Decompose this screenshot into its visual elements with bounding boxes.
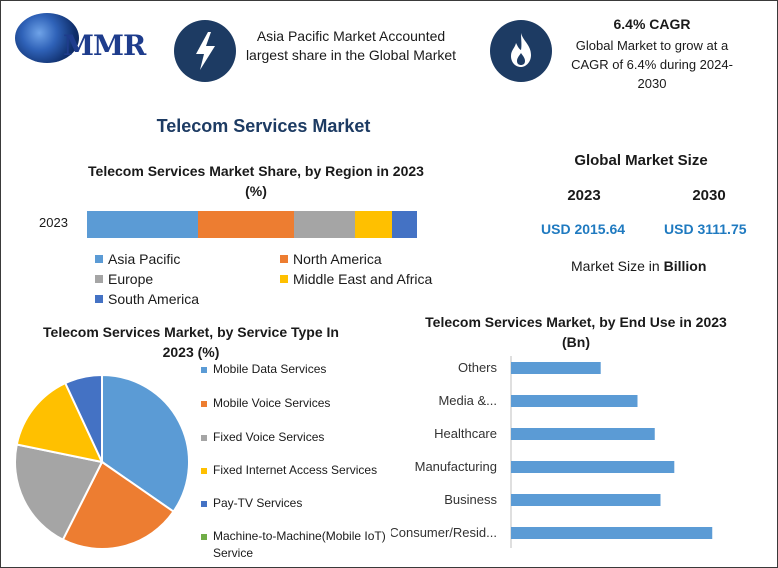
pie-slice-pay-tv-services: [63, 373, 103, 463]
pie-slice-fixed-internet-access-services: [15, 381, 104, 464]
pie-legend-item: Mobile Voice Services: [201, 395, 401, 412]
cagr-title: 6.4% CAGR: [613, 16, 691, 32]
legend-swatch: [201, 401, 207, 407]
enduse-bar: [511, 461, 675, 473]
region-bar-year-label: 2023: [39, 215, 68, 230]
legend-swatch: [201, 367, 207, 373]
header-region-note: Asia Pacific Market Accounted largest sh…: [245, 28, 457, 63]
legend-europe: Europe: [95, 271, 153, 287]
region-bar-segment-middle-east-and-africa: [355, 211, 393, 238]
enduse-bar: [511, 395, 638, 407]
enduse-category-label: Manufacturing: [415, 459, 497, 474]
legend-swatch: [95, 275, 103, 283]
region-bar-segment-north-america: [198, 211, 294, 238]
lightning-icon: [174, 20, 236, 82]
enduse-category-label: Consumer/Resid...: [391, 525, 497, 540]
service-chart-title: Telecom Services Market, by Service Type…: [43, 324, 339, 360]
pie-legend-label: Mobile Voice Services: [213, 396, 331, 410]
service-pie-chart: [14, 373, 190, 550]
globe-logo-icon: [15, 13, 79, 63]
enduse-bar: [511, 362, 601, 374]
pie-legend-item: Fixed Voice Services: [201, 429, 401, 446]
main-title: Telecom Services Market: [156, 116, 371, 136]
pie-slice-mobile-voice-services: [61, 460, 175, 550]
pie-slice-mobile-data-services: [101, 373, 190, 513]
pie-legend-item: Fixed Internet Access Services: [201, 462, 401, 479]
region-bar-segment-south-america: [392, 211, 417, 238]
market-size-year-2023: 2023: [567, 187, 601, 204]
legend-middle-east-africa: Middle East and Africa: [280, 271, 432, 287]
enduse-bar: [511, 494, 661, 506]
market-size-value-2030: USD 3111.75: [664, 221, 747, 237]
enduse-category-label: Others: [458, 360, 498, 375]
pie-legend-label: Fixed Voice Services: [213, 430, 325, 444]
pie-legend-label: Pay-TV Services: [213, 496, 303, 510]
region-stacked-bar: [87, 211, 417, 238]
legend-swatch: [201, 501, 207, 507]
enduse-category-label: Media &...: [438, 393, 497, 408]
legend-swatch: [95, 255, 103, 263]
pie-legend-label: Mobile Data Services: [213, 362, 327, 376]
legend-north-america: North America: [280, 251, 382, 267]
legend-swatch: [201, 534, 207, 540]
legend-swatch: [201, 468, 207, 474]
market-size-unit: Market Size in Billion: [571, 258, 707, 274]
market-size-year-2030: 2030: [692, 187, 726, 204]
brand-logo: MMR: [63, 29, 146, 62]
legend-swatch: [201, 435, 207, 441]
pie-legend-label: Fixed Internet Access Services: [213, 463, 378, 477]
market-size-value-2023: USD 2015.64: [541, 221, 626, 237]
pie-slice-fixed-voice-services: [14, 443, 104, 542]
enduse-bar: [511, 527, 713, 539]
legend-swatch: [95, 295, 103, 303]
region-bar-segment-asia-pacific: [87, 211, 199, 238]
enduse-category-label: Business: [444, 492, 497, 507]
enduse-bar-chart: Others Media &... Healthcare Manufacturing B…: [391, 356, 713, 548]
legend-swatch: [280, 255, 288, 263]
legend-south-america: South America: [95, 291, 199, 307]
pie-legend-label: Machine-to-Machine(Mobile IoT) Service: [213, 529, 386, 560]
market-size-title: Global Market Size: [574, 152, 708, 169]
region-bar-segment-europe: [293, 211, 356, 238]
pie-legend-item: Machine-to-Machine(Mobile IoT) Service: [201, 528, 401, 562]
flame-icon: [490, 20, 552, 82]
enduse-bar: [511, 428, 655, 440]
legend-swatch: [280, 275, 288, 283]
enduse-category-label: Healthcare: [434, 426, 497, 441]
legend-asia-pacific: Asia Pacific: [95, 251, 180, 267]
pie-legend-item: Mobile Data Services: [201, 361, 401, 378]
pie-legend-item: Pay-TV Services: [201, 495, 401, 512]
cagr-description: Global Market to grow at a CAGR of 6.4% …: [571, 38, 733, 91]
enduse-chart-title: Telecom Services Market, by End Use in 2…: [425, 314, 727, 350]
region-chart-title: Telecom Services Market Share, by Region…: [88, 163, 424, 199]
